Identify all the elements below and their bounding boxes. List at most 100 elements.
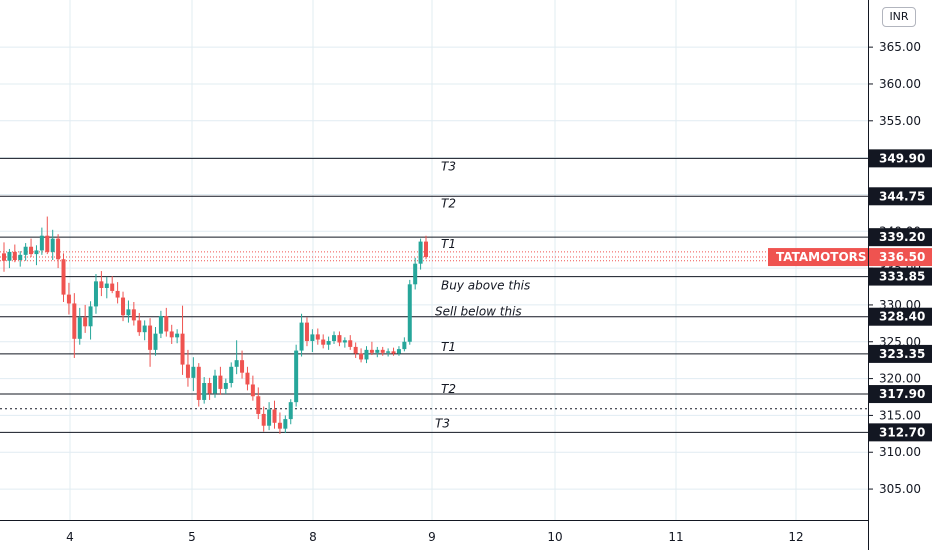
candle	[185, 349, 190, 387]
candle	[391, 347, 396, 356]
candle-body	[283, 419, 288, 429]
candle-body	[2, 253, 6, 261]
candle-body	[359, 353, 364, 360]
candle	[131, 301, 136, 326]
candle	[93, 273, 98, 314]
candle-body	[164, 315, 169, 332]
candle	[402, 337, 407, 352]
candle-body	[99, 281, 104, 288]
candle	[7, 248, 12, 269]
candle	[158, 310, 163, 339]
currency-badge[interactable]: INR	[882, 7, 916, 27]
candle	[142, 320, 147, 341]
candle	[277, 412, 282, 434]
candle-body	[240, 360, 245, 373]
candle	[396, 346, 401, 356]
symbol-price-tag: TATAMOTORS 336.50	[768, 248, 932, 267]
candle	[386, 348, 391, 357]
candle-body	[39, 235, 44, 251]
candle	[369, 341, 374, 356]
candle	[29, 238, 34, 258]
candle	[207, 377, 212, 400]
x-tick-label: 4	[66, 530, 74, 544]
y-tick-label: 305.00	[879, 482, 921, 496]
candle	[175, 329, 180, 344]
y-tick-label: 360.00	[879, 77, 921, 91]
candle-body	[29, 246, 34, 255]
level-annotation-text: T3	[435, 416, 450, 430]
x-tick-label: 11	[668, 530, 683, 544]
candle	[326, 336, 331, 350]
candle	[72, 293, 77, 358]
candle	[88, 301, 93, 340]
candle	[359, 348, 364, 363]
candle	[18, 251, 23, 267]
level-price-tag: 317.90	[869, 385, 932, 404]
candle-body	[104, 283, 109, 288]
candle	[104, 276, 109, 299]
candle-body	[391, 351, 396, 354]
candle-body	[153, 333, 158, 350]
candle-body	[229, 366, 234, 384]
level-price-tag: 339.20	[869, 228, 932, 247]
level-price-value: 333.85	[879, 270, 925, 284]
candle-body	[56, 238, 61, 260]
candle-body	[294, 350, 299, 403]
candle	[272, 400, 277, 429]
candle	[310, 329, 315, 353]
candle-body	[250, 384, 255, 397]
candle	[294, 344, 299, 407]
candle-body	[342, 340, 347, 343]
time-axis[interactable]: 4 5 8 9 10 11 12	[0, 520, 868, 545]
candle-body	[45, 235, 50, 252]
candle-body	[158, 315, 163, 334]
level-price-tag-bg	[869, 228, 932, 247]
candle	[148, 318, 153, 367]
candle	[191, 357, 196, 392]
candle-body	[353, 346, 358, 354]
candle	[180, 305, 185, 375]
candle-body	[380, 349, 385, 353]
symbol-name: TATAMOTORS	[776, 250, 867, 264]
level-annotation-text: Sell below this	[435, 305, 522, 319]
candle	[121, 291, 126, 322]
candle	[299, 313, 304, 357]
candle	[315, 328, 320, 345]
candle	[375, 346, 380, 358]
candle-body	[93, 281, 98, 307]
candle-body	[175, 333, 180, 338]
x-tick-label: 12	[788, 530, 803, 544]
candle-body	[326, 341, 331, 345]
candle-body	[191, 366, 196, 378]
candle	[407, 279, 412, 345]
candle-body	[88, 306, 93, 327]
candle-body	[424, 241, 428, 258]
level-price-value: 323.35	[879, 347, 925, 361]
level-price-tag-bg	[869, 187, 932, 206]
y-tick-label: 310.00	[879, 445, 921, 459]
candle	[353, 342, 358, 358]
x-tick-label: 9	[428, 530, 436, 544]
level-price-value: 339.20	[879, 230, 925, 244]
candle-body	[148, 325, 153, 350]
candle	[240, 350, 245, 379]
candle-body	[207, 383, 212, 394]
candle	[413, 257, 418, 290]
candle	[12, 244, 17, 263]
level-price-tag: 344.75	[869, 187, 932, 206]
candle	[364, 346, 369, 364]
candle	[23, 243, 28, 261]
symbol-tag-bg	[768, 248, 868, 267]
candle-body	[218, 375, 223, 389]
candle-body	[369, 349, 374, 353]
level-price-value: 317.90	[879, 387, 925, 401]
candle	[196, 363, 201, 407]
candle	[283, 415, 288, 434]
candle	[202, 377, 207, 404]
candle-body	[418, 241, 423, 264]
x-tick-label: 8	[309, 530, 317, 544]
candle-body	[196, 366, 201, 400]
candle	[50, 229, 55, 260]
candle-body	[256, 396, 261, 414]
